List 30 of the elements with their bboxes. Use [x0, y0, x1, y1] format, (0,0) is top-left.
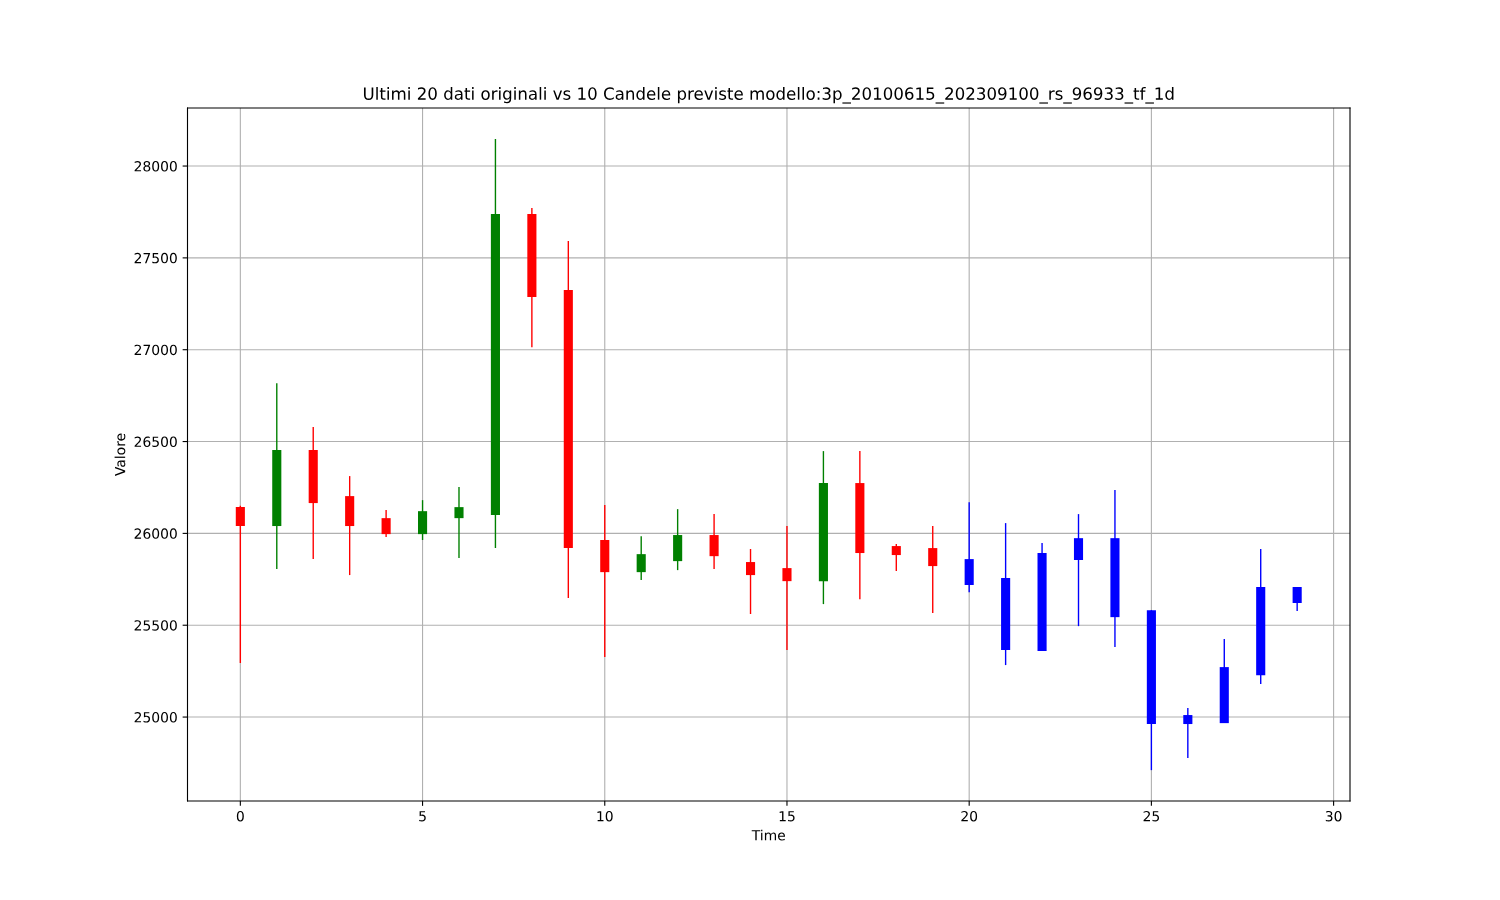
- candlestick: [709, 513, 719, 570]
- candlestick: [418, 499, 428, 541]
- y-tick-label: 27500: [134, 252, 177, 264]
- candlestick: [235, 505, 245, 664]
- chart-title: Ultimi 20 dati originali vs 10 Candele previste modello:3p_20100615_202309100_rs_96933_tf_1d: [363, 87, 1174, 104]
- candlestick: [1183, 707, 1193, 759]
- y-tick-label: 26000: [134, 528, 177, 539]
- candlestick: [636, 535, 646, 581]
- candlestick: [745, 548, 756, 615]
- y-axis-title: Valore: [114, 433, 126, 477]
- y-tick-label: 27000: [134, 344, 177, 356]
- x-tick-label: 30: [1325, 810, 1342, 822]
- candlestick: [1073, 513, 1084, 627]
- candlestick: [454, 486, 464, 559]
- x-tick-label: 0: [236, 810, 244, 822]
- x-tick-label: 10: [597, 810, 613, 822]
- y-tick-label: 26500: [134, 436, 177, 448]
- candlestick: [928, 525, 938, 614]
- x-tick-label: 5: [419, 811, 426, 822]
- candlestick: [381, 509, 391, 538]
- candlestick: [891, 543, 901, 572]
- candlestick: [782, 525, 792, 651]
- x-tick-label: 25: [1143, 810, 1160, 822]
- y-tick-label: 25500: [134, 620, 177, 631]
- x-axis-title: Time: [751, 829, 785, 841]
- x-tick-label: 15: [779, 811, 795, 822]
- candlestick: [1292, 586, 1302, 612]
- y-tick-label: 28000: [134, 161, 177, 172]
- y-tick-label: 25000: [134, 712, 177, 723]
- x-tick-label: 20: [961, 810, 978, 822]
